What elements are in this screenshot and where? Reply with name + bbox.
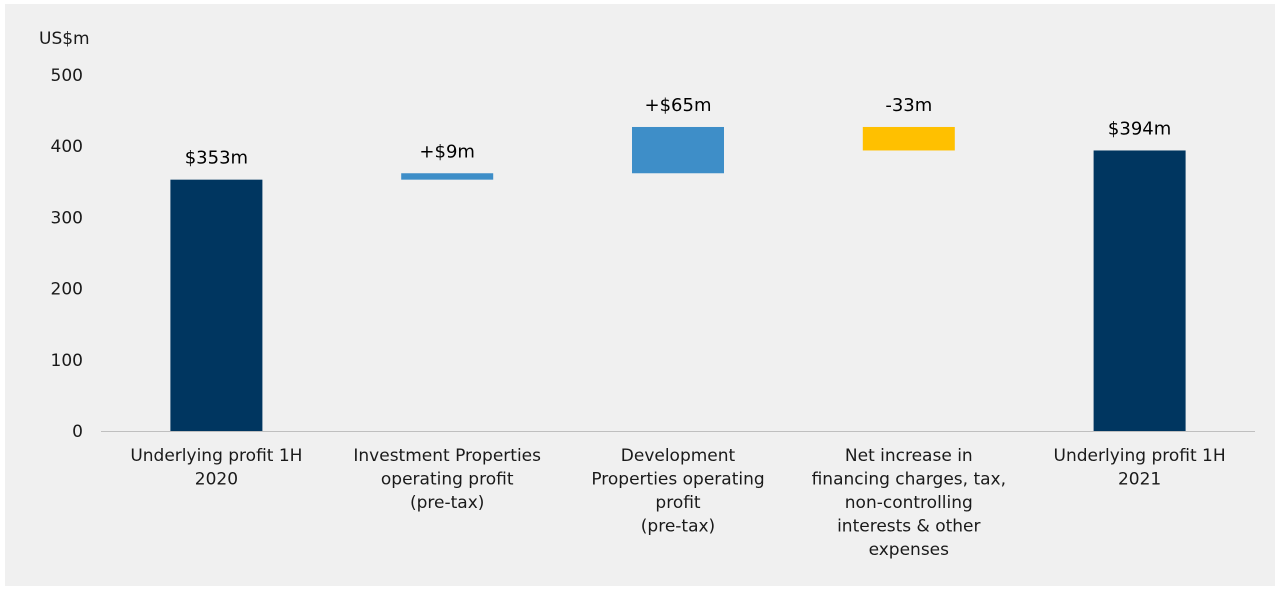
bars: [170, 126, 1186, 432]
bar-3: [862, 126, 955, 151]
y-tick-label: 300: [51, 208, 83, 228]
chart-panel: US$m 0 100 200 300 400 500 $353m +$9m +$65m -33m…: [5, 4, 1275, 586]
y-axis-ticks: 0 100 200 300 400 500: [51, 66, 83, 442]
y-tick-label: 100: [51, 351, 83, 371]
category-label-2: Development Properties operating profit (pr…: [591, 446, 764, 537]
y-tick-label: 400: [51, 137, 83, 157]
category-label-4: Underlying profit 1H 2021: [1054, 446, 1226, 490]
data-labels: $353m +$9m +$65m -33m $394m: [185, 95, 1172, 169]
bar-2: [632, 126, 724, 174]
data-label-2: +$65m: [645, 95, 712, 116]
y-tick-label: 0: [72, 422, 83, 442]
category-labels: Underlying profit 1H 2020 Investment Prope…: [130, 446, 1225, 560]
category-label-3: Net increase in financing charges, tax, no…: [812, 446, 1006, 560]
waterfall-chart: US$m 0 100 200 300 400 500 $353m +$9m +$65m -33m…: [39, 29, 1255, 560]
bar-0: [170, 179, 263, 431]
y-axis-unit-label: US$m: [39, 29, 90, 49]
y-tick-label: 200: [51, 280, 83, 300]
bar-4: [1093, 150, 1186, 432]
category-label-1: Investment Properties operating profit (pr…: [353, 446, 541, 513]
data-label-0: $353m: [185, 148, 248, 169]
y-tick-label: 500: [51, 66, 83, 86]
data-label-1: +$9m: [419, 141, 475, 162]
category-label-0: Underlying profit 1H 2020: [130, 446, 302, 490]
data-label-4: $394m: [1108, 118, 1171, 139]
data-label-3: -33m: [885, 95, 932, 116]
bar-1: [401, 173, 494, 180]
